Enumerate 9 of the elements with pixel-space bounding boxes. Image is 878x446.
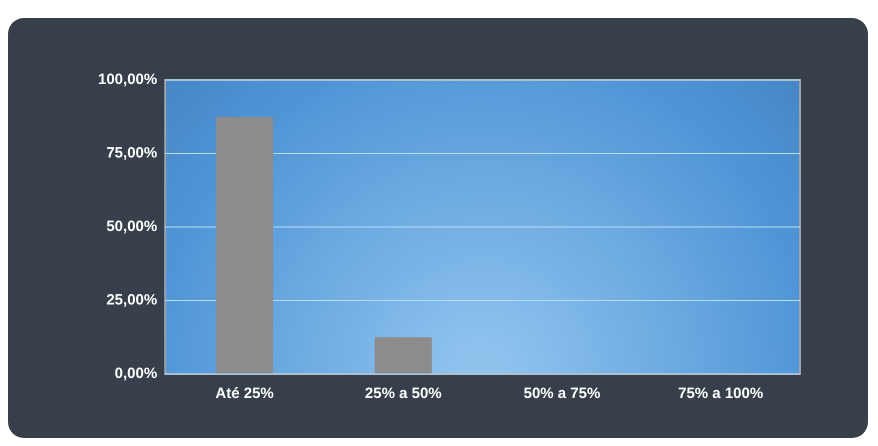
y-tick-label: 0,00% [114,365,158,382]
y-tick-label: 100,00% [98,71,158,88]
x-tick-label: 50% a 75% [524,385,600,402]
x-tick-label: Até 25% [215,385,274,402]
y-tick-label: 25,00% [106,292,158,309]
x-tick-label: 75% a 100% [678,385,764,402]
y-tick-label: 50,00% [106,218,158,236]
x-tick-label: 25% a 50% [364,385,442,402]
y-tick-label: 75,00% [106,144,158,162]
